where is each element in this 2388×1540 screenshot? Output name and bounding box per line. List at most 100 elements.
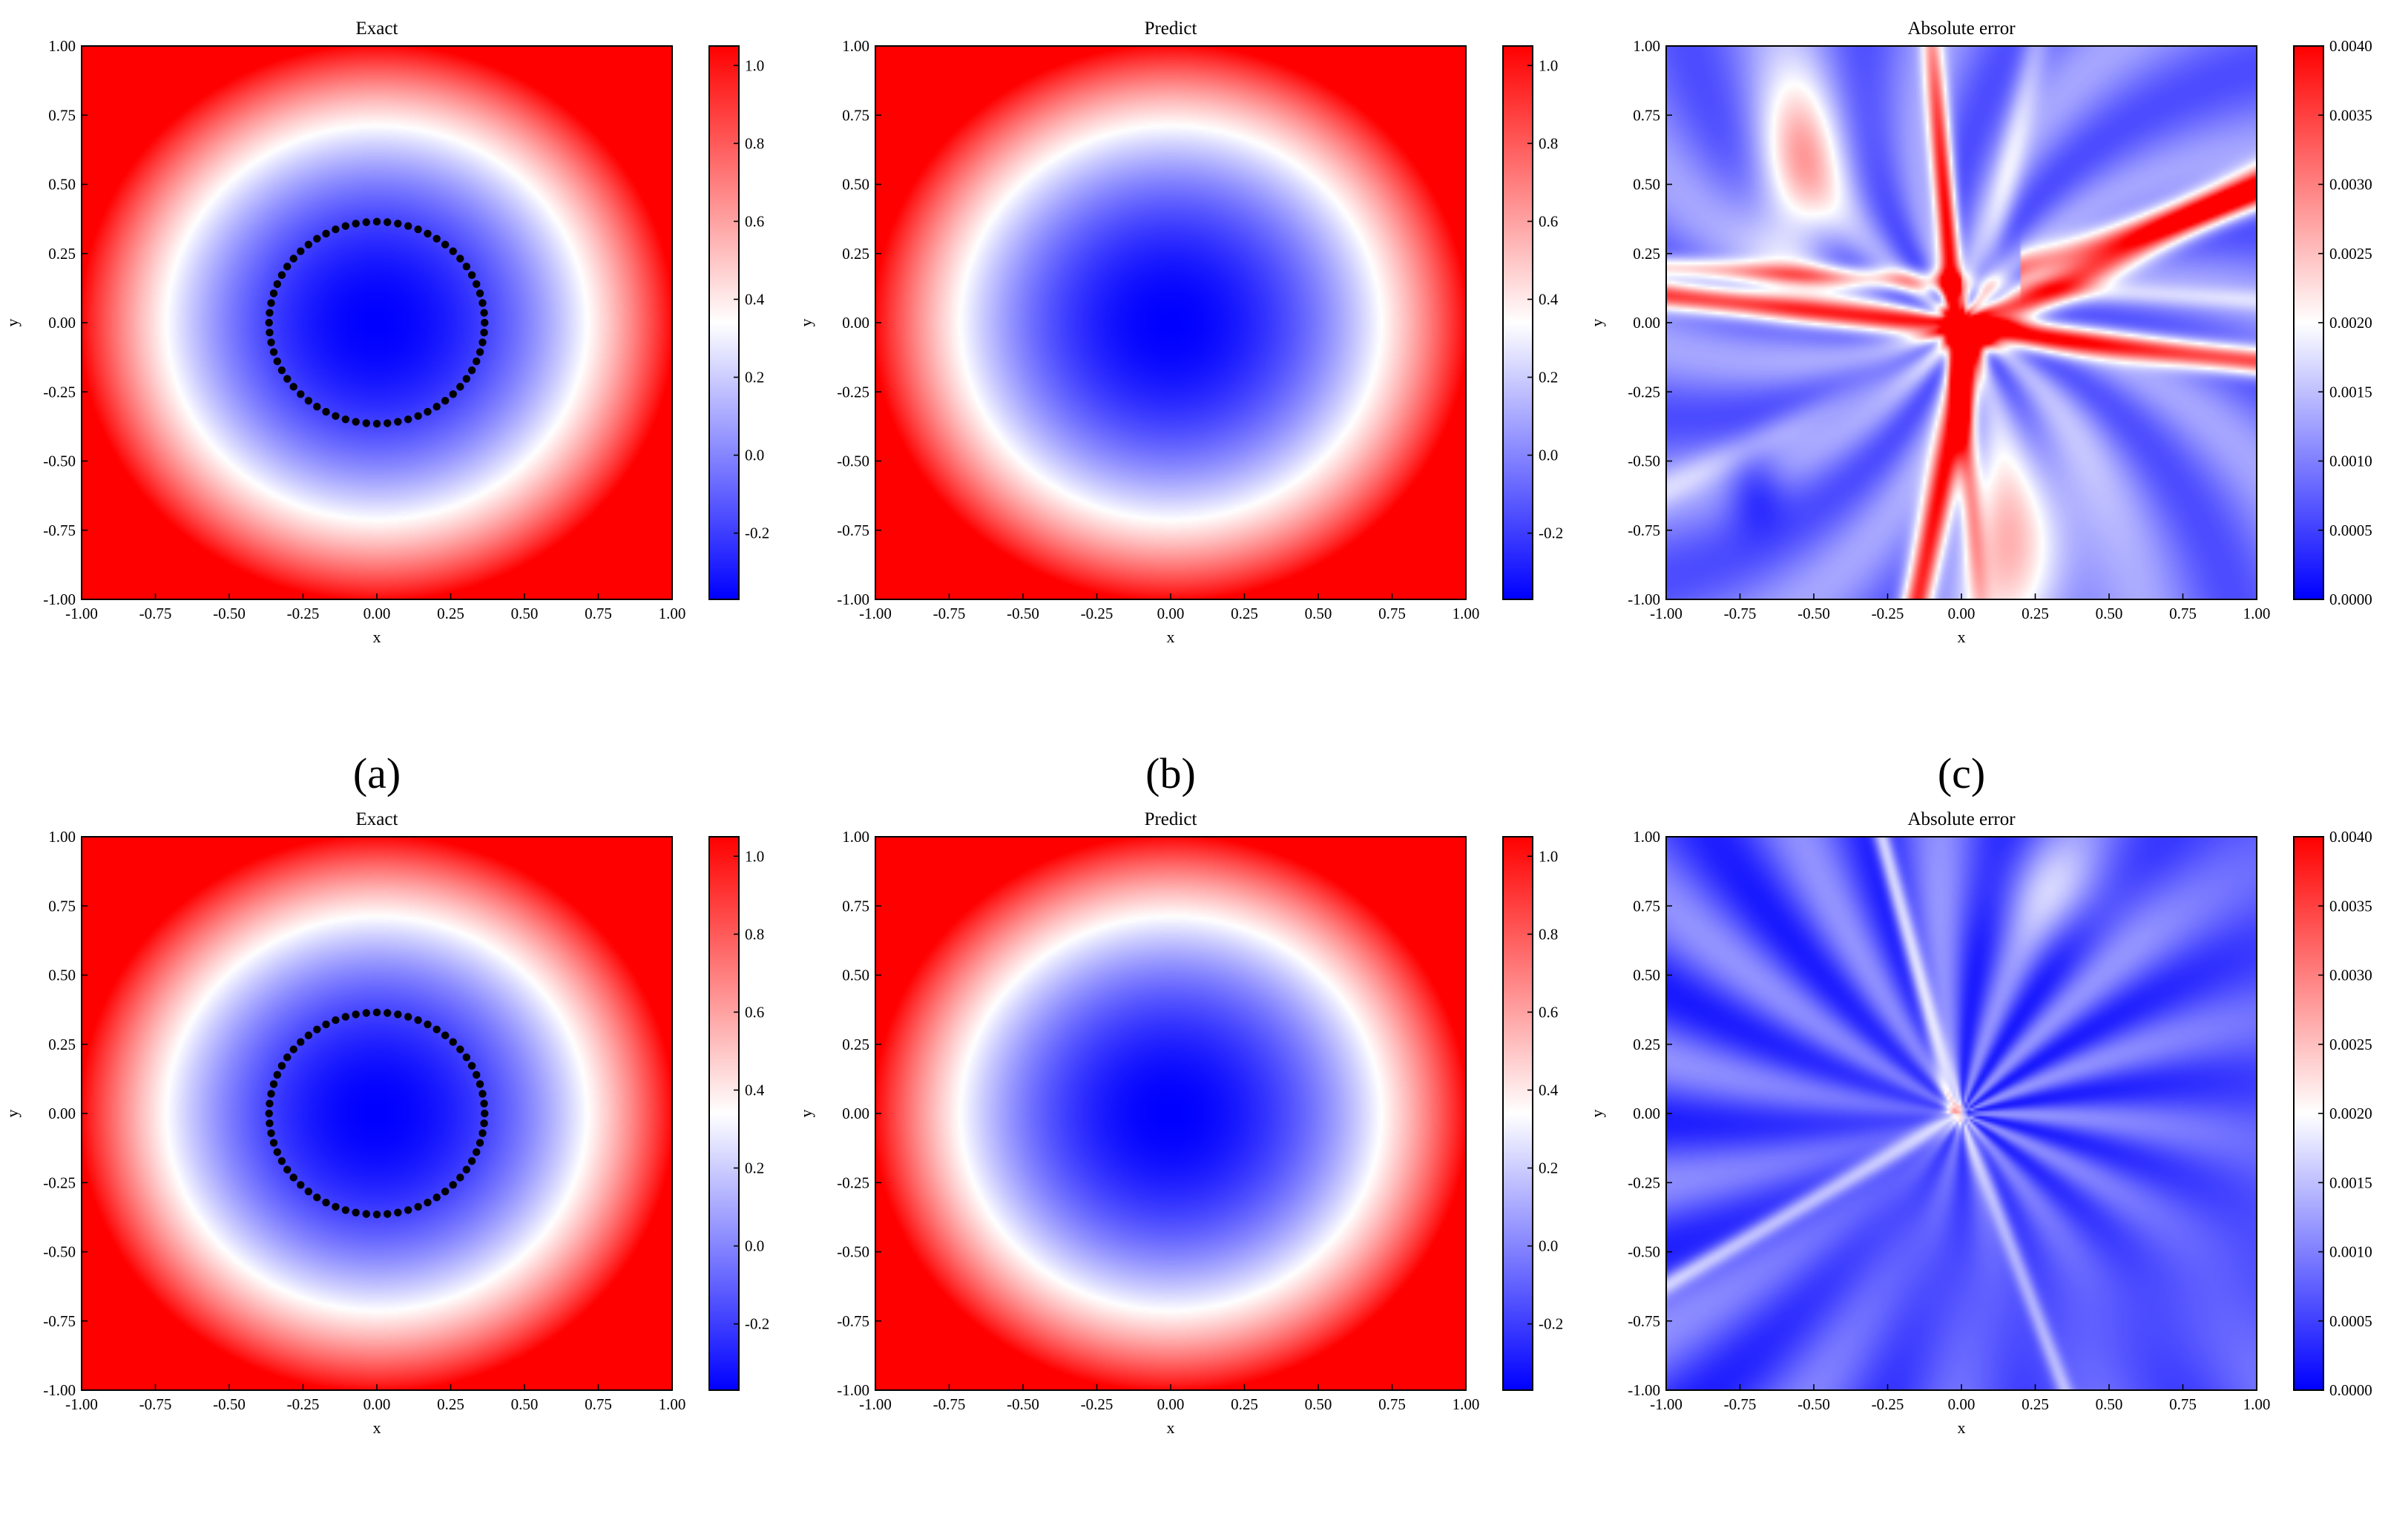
boundary-point xyxy=(441,1188,450,1196)
boundary-point xyxy=(384,1009,392,1017)
panel-c: Absolute error -1.00 -0.75 -0.50 -0.25 0.00 0.… xyxy=(1588,19,2372,797)
boundary-point xyxy=(456,383,464,391)
colorbar-tick-label: 0.0020 xyxy=(2329,1105,2372,1122)
boundary-point xyxy=(267,299,275,307)
x-tick-label: 0.75 xyxy=(2169,605,2197,622)
boundary-point xyxy=(467,271,476,280)
colorbar-tick-label: -0.2 xyxy=(745,1315,769,1333)
colorbar-tick-label: 0.0025 xyxy=(2329,1036,2372,1053)
boundary-point xyxy=(467,1156,476,1165)
colorbar-tick-label: 0.0025 xyxy=(2329,245,2372,263)
y-tick-label: -1.00 xyxy=(1628,590,1660,608)
panel-e: Predict -1.00 -0.75 -0.50 -0.25 0.00 0.25 0.50 0… xyxy=(797,809,1563,1437)
boundary-point xyxy=(341,1206,350,1214)
x-tick-label: -0.75 xyxy=(1724,605,1757,622)
y-tick-label: -0.75 xyxy=(43,1312,76,1330)
x-tick-label: 1.00 xyxy=(659,605,686,622)
boundary-point xyxy=(362,419,370,427)
boundary-point xyxy=(394,220,402,228)
y-tick-label: -0.50 xyxy=(43,453,76,470)
y-tick-label: 0.25 xyxy=(1633,245,1660,263)
x-tick-label: -0.50 xyxy=(1797,1395,1830,1413)
y-tick-label: 0.25 xyxy=(1633,1036,1660,1053)
boundary-point xyxy=(277,1156,286,1165)
boundary-point xyxy=(277,366,286,375)
x-axis-label: x xyxy=(1167,1418,1175,1437)
boundary-point xyxy=(424,229,432,238)
boundary-point xyxy=(341,222,350,230)
colorbar-tick-label: 0.0030 xyxy=(2329,967,2372,984)
boundary-point xyxy=(277,271,286,280)
boundary-point xyxy=(269,1080,278,1088)
panel-title: Exact xyxy=(356,19,398,39)
x-tick-label: 0.75 xyxy=(585,1395,612,1413)
boundary-point xyxy=(273,280,281,289)
y-tick-label: 0.00 xyxy=(842,1105,869,1122)
boundary-point xyxy=(372,1210,381,1219)
boundary-point xyxy=(267,1129,275,1137)
panel-b: Predict -1.00 -0.75 -0.50 -0.25 0.00 0.25 0.50 0… xyxy=(797,19,1563,797)
heatmap xyxy=(1666,46,2257,599)
y-tick-label: 0.00 xyxy=(1633,1105,1660,1122)
boundary-point xyxy=(480,1099,488,1108)
boundary-point xyxy=(432,234,441,243)
boundary-point xyxy=(297,390,305,398)
x-axis-label: x xyxy=(1958,1418,1966,1437)
boundary-point xyxy=(424,407,432,416)
boundary-point xyxy=(462,375,470,383)
y-tick-label: 0.50 xyxy=(48,967,76,984)
y-tick-label: 0.75 xyxy=(48,897,76,915)
x-tick-label: 1.00 xyxy=(1453,605,1480,622)
x-axis-label: x xyxy=(1167,628,1175,646)
x-tick-label: 1.00 xyxy=(659,1395,686,1413)
x-tick-label: -0.25 xyxy=(1872,1395,1904,1413)
boundary-point xyxy=(332,226,340,234)
panel-label: (b) xyxy=(1145,749,1196,797)
x-tick-label: 0.50 xyxy=(511,1395,539,1413)
boundary-point xyxy=(480,1119,488,1128)
boundary-point xyxy=(424,1020,432,1029)
x-tick-label: 1.00 xyxy=(1453,1395,1480,1413)
boundary-point xyxy=(289,254,297,263)
y-tick-label: -0.50 xyxy=(1628,1243,1660,1261)
boundary-point xyxy=(481,318,489,327)
colorbar-tick-label: 0.0000 xyxy=(2329,1381,2372,1399)
panel-f: Absolute error -1.00 -0.75 -0.50 -0.25 0.00 0.… xyxy=(1588,809,2372,1437)
y-tick-label: -0.25 xyxy=(1628,383,1660,401)
x-tick-label: -0.25 xyxy=(287,605,320,622)
y-tick-label: 0.75 xyxy=(48,106,76,124)
boundary-point xyxy=(462,1053,470,1062)
y-tick-label: 0.00 xyxy=(1633,314,1660,332)
x-tick-label: -1.00 xyxy=(859,1395,892,1413)
boundary-point xyxy=(313,403,321,411)
x-tick-label: -0.25 xyxy=(1872,605,1904,622)
y-tick-label: 1.00 xyxy=(48,37,76,55)
colorbar-tick-label: 0.0010 xyxy=(2329,453,2372,470)
x-tick-label: 0.75 xyxy=(585,605,612,622)
x-tick-label: 0.75 xyxy=(1378,1395,1406,1413)
colorbar-tick-label: 0.0020 xyxy=(2329,314,2372,332)
x-axis-label: x xyxy=(373,1418,381,1437)
y-tick-label: 0.75 xyxy=(1633,897,1660,915)
boundary-point xyxy=(476,1139,484,1147)
y-tick-label: -0.25 xyxy=(837,1174,869,1191)
boundary-point xyxy=(476,348,484,356)
y-tick-label: 0.00 xyxy=(842,314,869,332)
boundary-point xyxy=(476,1080,484,1088)
boundary-point xyxy=(414,412,422,420)
boundary-point xyxy=(372,217,381,226)
boundary-point xyxy=(304,240,313,249)
boundary-point xyxy=(313,1194,321,1202)
colorbar-tick-label: 0.8 xyxy=(745,134,764,152)
x-tick-label: -1.00 xyxy=(1650,1395,1683,1413)
panel-title: Absolute error xyxy=(1907,809,2016,829)
colorbar xyxy=(1502,45,1533,600)
colorbar-tick-label: 1.0 xyxy=(1539,56,1558,74)
x-axis-label: x xyxy=(1958,628,1966,646)
colorbar-tick-label: 0.2 xyxy=(1539,369,1558,386)
x-tick-label: 0.75 xyxy=(1378,605,1406,622)
boundary-point xyxy=(283,1053,292,1062)
y-tick-label: -1.00 xyxy=(43,590,76,608)
boundary-point xyxy=(352,220,360,228)
y-tick-label: -0.75 xyxy=(1628,1312,1660,1330)
